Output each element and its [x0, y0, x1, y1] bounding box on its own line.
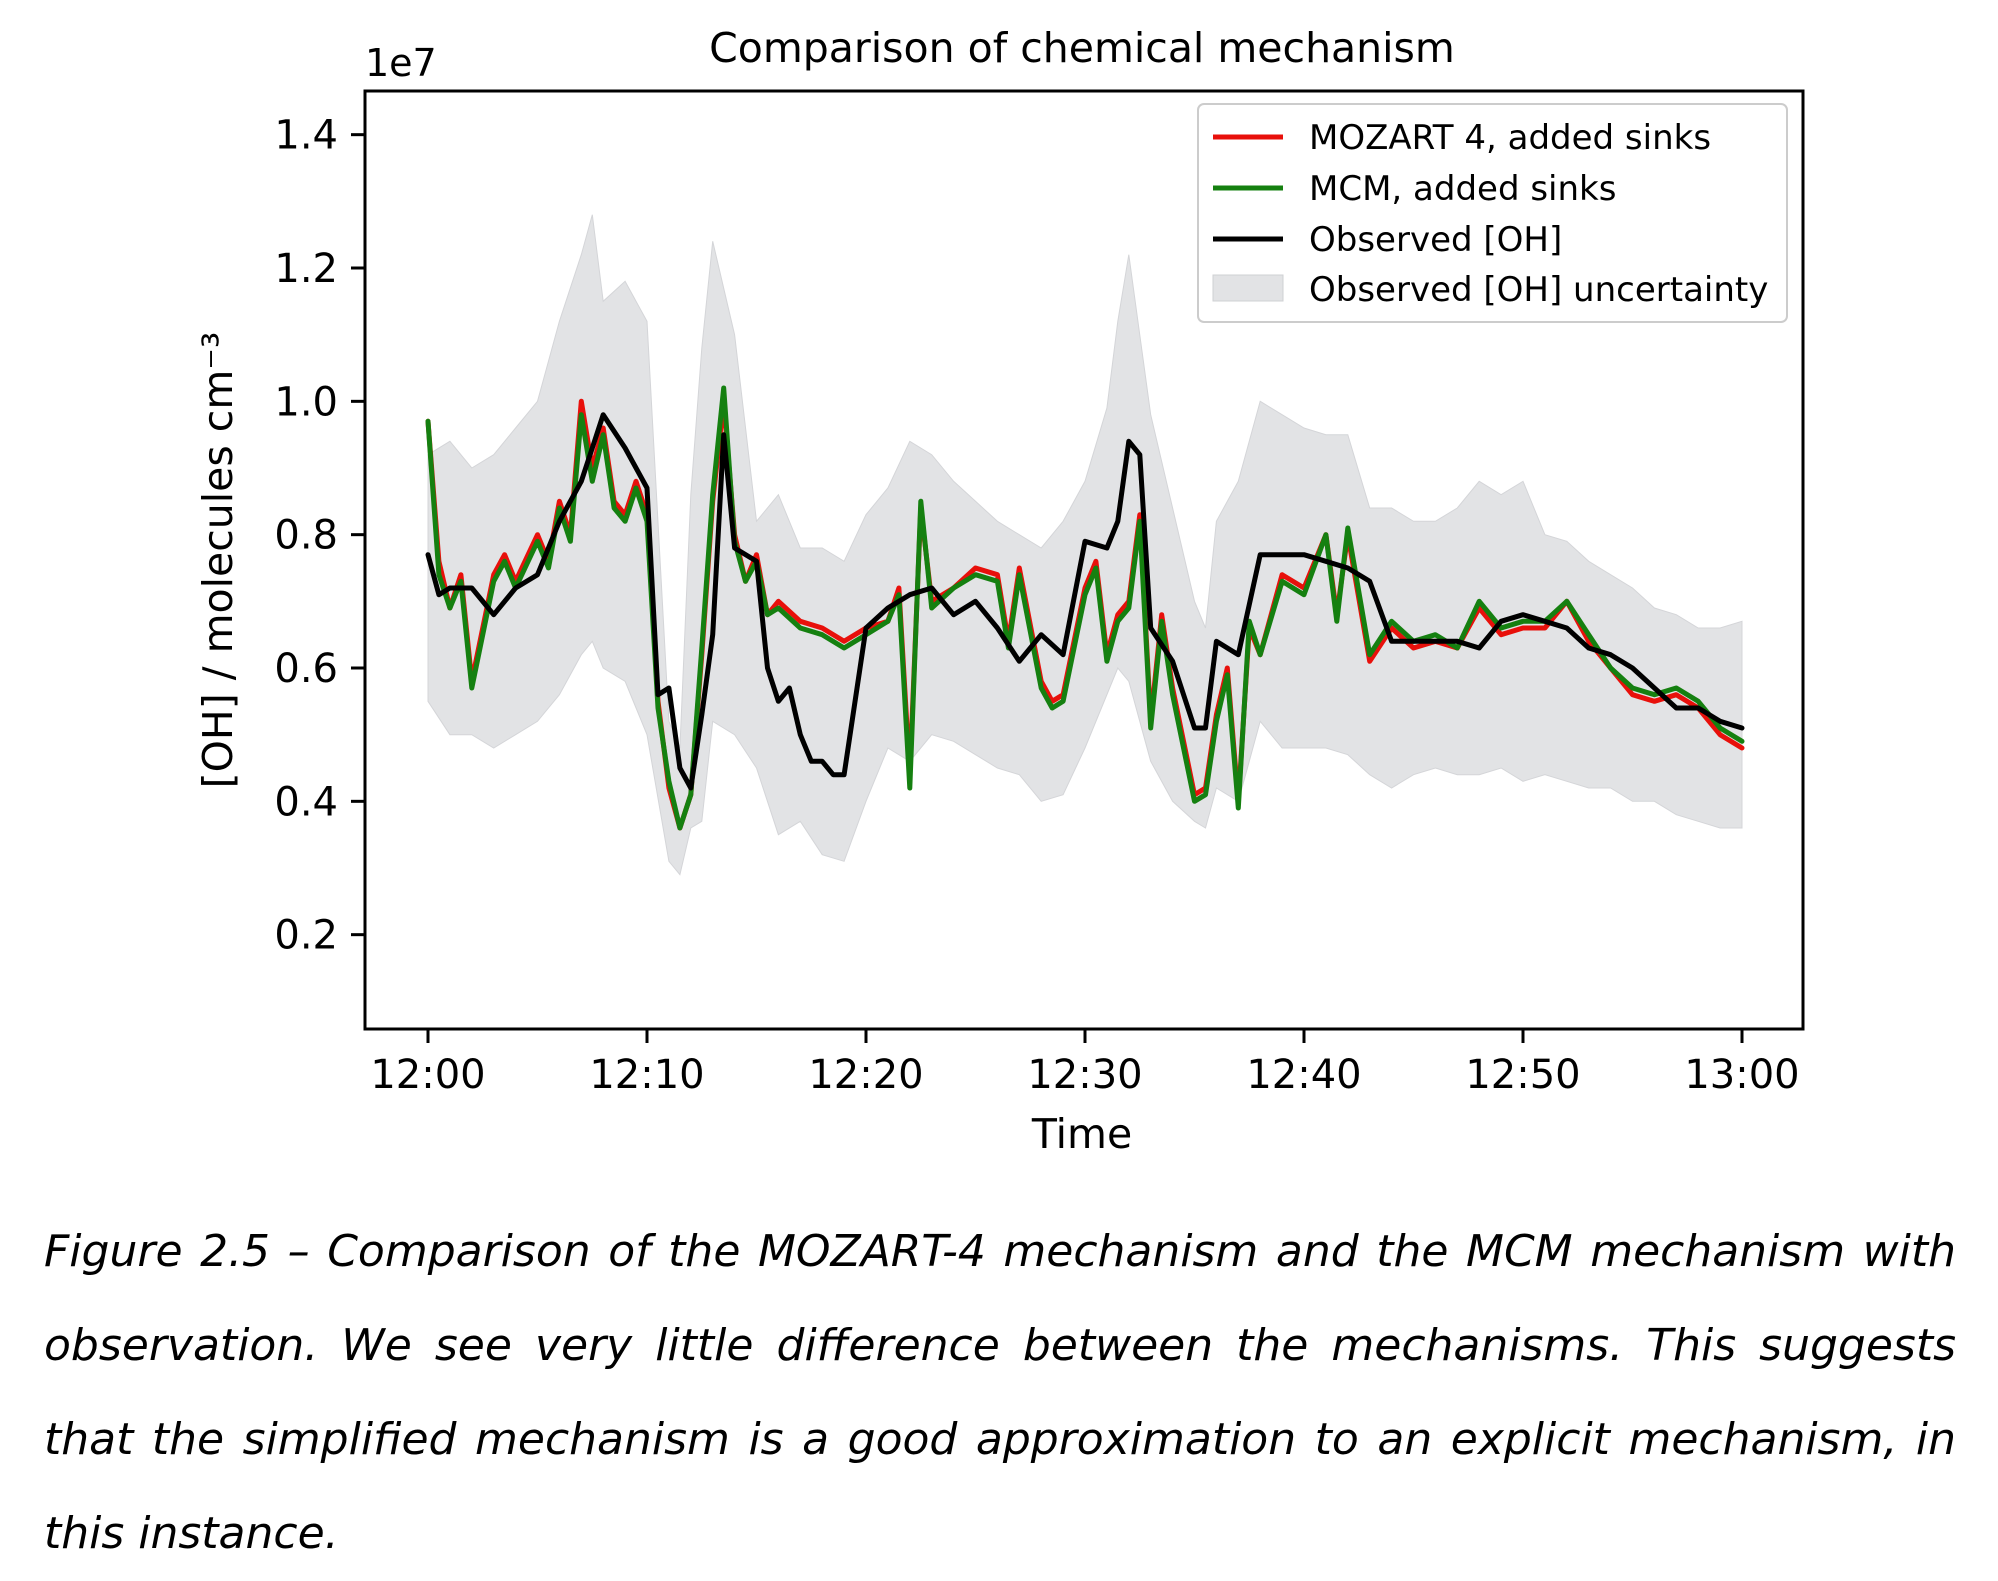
y-axis-label: [OH] / molecules cm⁻³: [194, 332, 242, 789]
legend-box: [1197, 103, 1788, 323]
y-axis: 0.2 0.4 0.6 0.8 1.0 1.2 1.4: [274, 113, 365, 959]
y-tick-label: 0.2: [274, 913, 338, 959]
x-tick-label: 12:30: [1027, 1052, 1142, 1098]
chart-title: Comparison of chemical mechanism: [709, 24, 1455, 72]
y-tick-label: 1.2: [274, 246, 338, 292]
chart-figure: Comparison of chemical mechanism 1e7 12:…: [194, 24, 1805, 1158]
series-line-observed: [425, 412, 1745, 791]
x-tick-label: 13:00: [1684, 1052, 1799, 1098]
x-tick-label: 12:50: [1465, 1052, 1580, 1098]
plot-area: [425, 214, 1745, 876]
x-tick-label: 12:00: [370, 1052, 485, 1098]
y-tick-label: 1.0: [274, 379, 338, 425]
series-lines-layer: [425, 385, 1745, 831]
y-offset-label: 1e7: [365, 41, 437, 85]
x-axis: 12:00 12:10 12:20 12:30 12:40 12:50 13:00: [370, 1029, 1800, 1098]
y-tick-label: 0.4: [274, 779, 338, 825]
legend-label-mcm: MCM, added sinks: [1309, 169, 1616, 209]
y-tick-label: 0.8: [274, 513, 338, 559]
legend-label-mozart: MOZART 4, added sinks: [1309, 118, 1711, 158]
legend: MOZART 4, added sinks MCM, added sinks O…: [1197, 103, 1788, 323]
y-tick-label: 0.6: [274, 646, 338, 692]
x-tick-label: 12:40: [1246, 1052, 1361, 1098]
legend-label-uncertainty: Observed [OH] uncertainty: [1309, 270, 1768, 310]
x-tick-label: 12:20: [808, 1052, 923, 1098]
figure-caption: Figure 2.5 – Comparison of the MOZART-4 …: [44, 1226, 1956, 1559]
legend-label-observed: Observed [OH]: [1309, 220, 1562, 260]
y-tick-label: 1.4: [274, 113, 338, 159]
legend-swatch-uncertainty: [1212, 274, 1284, 302]
x-tick-label: 12:10: [589, 1052, 704, 1098]
x-axis-label: Time: [1031, 1110, 1132, 1158]
